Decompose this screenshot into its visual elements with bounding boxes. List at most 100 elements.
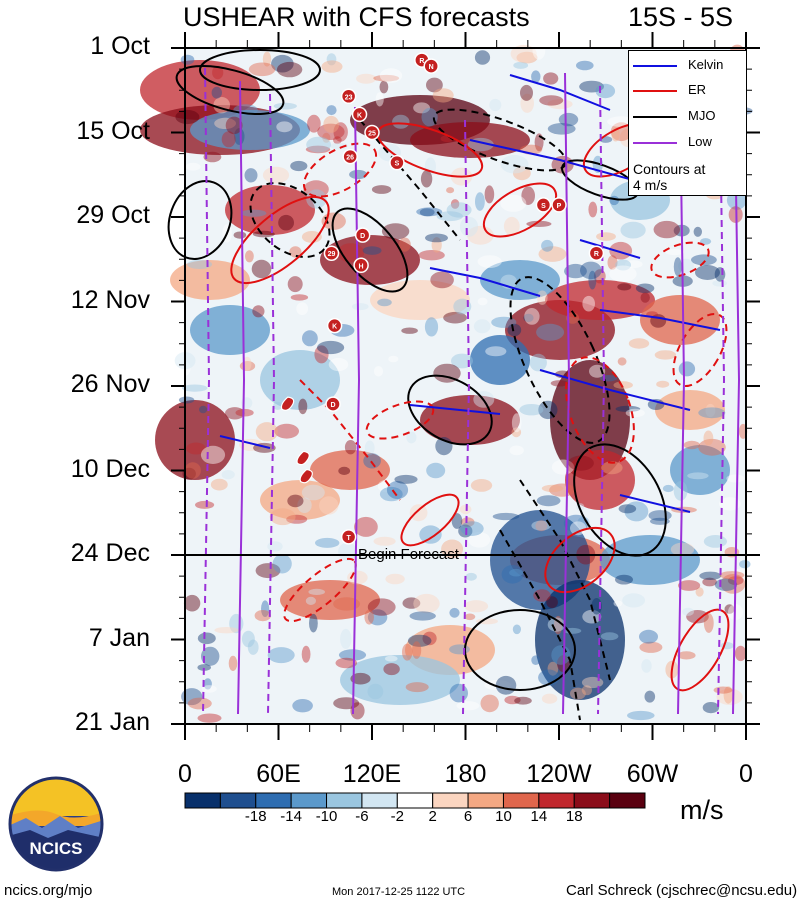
field-speckle — [338, 466, 351, 475]
field-speckle — [541, 484, 564, 493]
field-speckle — [367, 609, 388, 626]
field-speckle — [328, 357, 349, 372]
field-speckle — [418, 250, 445, 261]
field-speckle — [622, 593, 645, 608]
field-speckle — [317, 340, 345, 355]
field-speckle — [588, 201, 598, 218]
field-speckle — [644, 690, 656, 703]
x-tick-label: 0 — [178, 760, 192, 788]
field-speckle — [695, 587, 704, 597]
field-speckle — [695, 265, 720, 280]
field-speckle — [199, 405, 208, 414]
colorbar-swatch — [467, 792, 504, 809]
field-speckle — [673, 257, 682, 277]
field-speckle — [703, 535, 728, 548]
field-speckle — [601, 461, 623, 475]
field-speckle — [618, 504, 637, 514]
storm-marker — [588, 245, 605, 261]
field-speckle — [195, 500, 215, 509]
storm-marker-label: D — [331, 402, 336, 409]
storm-marker-label: R — [594, 251, 599, 258]
field-speckle — [677, 651, 696, 660]
field-speckle — [450, 199, 460, 209]
field-speckle — [536, 323, 565, 341]
field-speckle — [405, 682, 429, 693]
field-speckle — [513, 61, 529, 69]
field-speckle — [613, 600, 623, 607]
field-speckle — [532, 41, 546, 60]
field-speckle — [524, 308, 540, 325]
field-speckle — [531, 655, 541, 665]
latitude-band: 15S - 5S — [628, 2, 734, 32]
field-speckle — [350, 672, 371, 685]
field-speckle — [248, 62, 276, 77]
field-speckle — [536, 495, 561, 507]
colorbar-swatch — [361, 792, 398, 809]
field-speckle — [221, 470, 235, 480]
field-speckle — [305, 596, 316, 606]
mjo-contour — [167, 180, 233, 260]
field-speckle — [700, 238, 712, 245]
field-speckle — [453, 298, 472, 315]
field-speckle — [321, 60, 343, 73]
field-speckle — [459, 216, 479, 237]
chart-title: USHEAR with CFS forecasts — [183, 2, 530, 32]
field-speckle — [475, 192, 485, 211]
field-speckle — [221, 131, 236, 148]
field-speckle — [547, 661, 559, 676]
field-speckle — [615, 574, 633, 585]
field-patch — [155, 400, 235, 480]
field-speckle — [247, 639, 259, 655]
field-speckle — [287, 494, 304, 508]
mjo-contour — [331, 207, 409, 293]
er-contour — [544, 526, 616, 594]
field-speckle — [203, 151, 222, 163]
storm-marker-label: D — [360, 233, 365, 240]
field-speckle — [639, 629, 658, 644]
kelvin-contour — [509, 74, 611, 111]
kelvin-contour — [469, 139, 641, 183]
x-tick-label: 120W — [526, 760, 592, 788]
field-speckle — [716, 688, 743, 705]
field-speckle — [307, 114, 321, 133]
y-tick-label: 7 Jan — [88, 623, 150, 652]
field-patch — [535, 580, 625, 700]
field-speckle — [301, 645, 311, 663]
field-speckle — [501, 565, 524, 584]
field-speckle — [431, 237, 442, 253]
low-contour — [732, 124, 741, 715]
colorbar-tick-label: 6 — [463, 808, 473, 825]
field-speckle — [724, 604, 735, 614]
storm-marker — [326, 317, 343, 334]
field-speckle — [648, 510, 672, 521]
low-contour — [462, 119, 471, 715]
field-speckle — [197, 632, 216, 645]
field-speckle — [211, 86, 222, 99]
field-speckle — [516, 51, 538, 64]
storm-marker-label: 29 — [328, 251, 336, 258]
low-contour — [237, 80, 246, 715]
field-speckle — [302, 330, 318, 347]
field-speckle — [543, 72, 559, 85]
field-speckle — [252, 230, 275, 238]
legend-item-low: Low — [633, 132, 745, 154]
field-speckle — [492, 512, 520, 521]
field-speckle — [489, 98, 502, 112]
field-speckle — [278, 214, 294, 231]
axis-ticks — [171, 32, 760, 740]
field-speckle — [686, 610, 709, 624]
field-speckle — [273, 102, 297, 110]
field-speckle — [535, 520, 548, 532]
mjo-contour — [359, 119, 461, 241]
field-speckle — [186, 442, 206, 455]
field-speckle — [267, 541, 283, 552]
footer-url[interactable]: ncics.org/mjo — [4, 882, 93, 899]
field-speckle — [402, 643, 413, 661]
legend-item-er: ER — [633, 80, 745, 102]
field-speckle — [520, 93, 534, 113]
field-speckle — [245, 250, 254, 263]
field-speckle — [409, 611, 436, 621]
field-speckle — [449, 683, 468, 703]
field-speckle — [317, 123, 345, 140]
